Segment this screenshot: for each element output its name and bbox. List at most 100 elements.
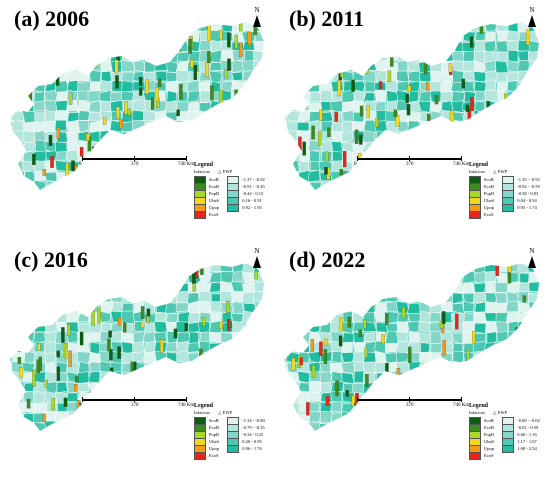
county-patch xyxy=(375,410,388,424)
county-patch xyxy=(473,109,487,122)
county-patch xyxy=(518,100,532,112)
factor-bar xyxy=(427,25,432,39)
county-patch xyxy=(254,301,264,314)
county-patch xyxy=(34,300,47,315)
county-patch xyxy=(198,132,212,142)
factor-bar xyxy=(249,83,254,96)
legend-factor-label: EcoS xyxy=(209,212,219,217)
county-patch xyxy=(386,140,399,153)
county-patch xyxy=(77,170,90,184)
county-patch xyxy=(56,181,69,190)
factor-bar xyxy=(193,64,197,80)
county-patch xyxy=(463,300,475,312)
county-patch xyxy=(10,311,26,324)
county-patch xyxy=(66,31,80,43)
factor-bar xyxy=(33,40,38,51)
factor-bar xyxy=(310,339,315,352)
factor-bar xyxy=(191,383,195,396)
county-patch xyxy=(54,32,69,43)
county-patch xyxy=(87,290,102,303)
county-patch xyxy=(187,263,200,264)
county-patch xyxy=(417,131,432,142)
county-patch xyxy=(78,433,89,444)
county-patch xyxy=(45,432,56,444)
county-patch xyxy=(540,332,550,344)
county-patch xyxy=(43,302,58,314)
county-patch xyxy=(309,281,321,294)
north-label: N xyxy=(529,6,535,14)
county-patch xyxy=(65,281,79,293)
county-patch xyxy=(397,80,410,92)
county-patch xyxy=(55,141,68,153)
county-patch xyxy=(10,333,13,344)
county-patch xyxy=(495,381,508,392)
county-patch xyxy=(362,411,375,423)
factor-bar xyxy=(292,331,296,349)
county-patch xyxy=(99,381,113,393)
county-patch xyxy=(242,322,255,335)
county-patch xyxy=(362,50,378,63)
county-patch xyxy=(310,432,320,443)
county-patch xyxy=(540,102,550,112)
county-patch xyxy=(528,129,539,142)
county-patch xyxy=(221,150,233,163)
county-patch xyxy=(540,23,550,33)
legend-swatch xyxy=(469,210,481,219)
county-patch xyxy=(540,262,550,274)
county-patch xyxy=(155,381,166,393)
county-patch xyxy=(418,170,432,182)
factor-bar xyxy=(247,115,251,127)
factor-bar xyxy=(79,42,83,58)
county-patch xyxy=(363,39,376,53)
factor-bar xyxy=(414,25,418,36)
county-patch xyxy=(177,140,190,153)
county-patch xyxy=(176,181,190,190)
factor-bar xyxy=(182,122,186,138)
factor-bar xyxy=(431,363,436,374)
legend-swatch xyxy=(227,203,240,212)
county-patch xyxy=(241,81,257,92)
county-patch xyxy=(122,40,135,52)
county-patch xyxy=(286,303,299,314)
county-patch xyxy=(419,263,431,264)
county-patch xyxy=(286,191,299,202)
county-patch xyxy=(352,130,366,142)
county-patch xyxy=(220,120,234,131)
county-patch xyxy=(144,12,155,21)
county-patch xyxy=(387,40,398,52)
factor-bar xyxy=(384,313,389,325)
county-patch xyxy=(120,332,136,344)
county-patch xyxy=(44,171,58,182)
county-patch xyxy=(10,29,14,42)
factor-bar xyxy=(112,375,116,386)
factor-bar xyxy=(177,44,181,52)
county-patch xyxy=(319,321,331,334)
county-patch xyxy=(396,272,410,283)
legend-factor-label: EcoS xyxy=(484,453,494,458)
factor-bar xyxy=(169,268,174,285)
county-patch xyxy=(166,130,179,143)
county-patch xyxy=(297,371,310,384)
county-patch xyxy=(143,421,156,431)
legend-ewp-range: -1.35 - -0.93 xyxy=(517,177,540,182)
county-patch xyxy=(506,99,519,113)
county-patch xyxy=(178,190,189,201)
county-patch xyxy=(508,150,520,164)
factor-bar xyxy=(158,78,162,87)
factor-bar xyxy=(425,267,429,282)
county-patch xyxy=(177,411,189,424)
county-patch xyxy=(309,149,321,164)
county-patch xyxy=(44,69,58,82)
scale-bar: 0 370 740 Km xyxy=(354,156,469,170)
county-patch xyxy=(154,350,168,364)
county-patch xyxy=(309,410,322,423)
factor-bar xyxy=(241,113,246,126)
county-patch xyxy=(330,49,344,61)
county-patch xyxy=(286,40,300,53)
legend: Legend Infactors △ EWP ScoB EcoB PopD UbaS Upop… xyxy=(194,162,265,219)
legend-ewp-range: -1.37 - -0.92 xyxy=(242,177,265,182)
legend-infactors-label: Infactors xyxy=(469,410,485,415)
county-patch xyxy=(374,40,387,54)
county-patch xyxy=(307,51,323,63)
county-patch xyxy=(45,189,59,190)
